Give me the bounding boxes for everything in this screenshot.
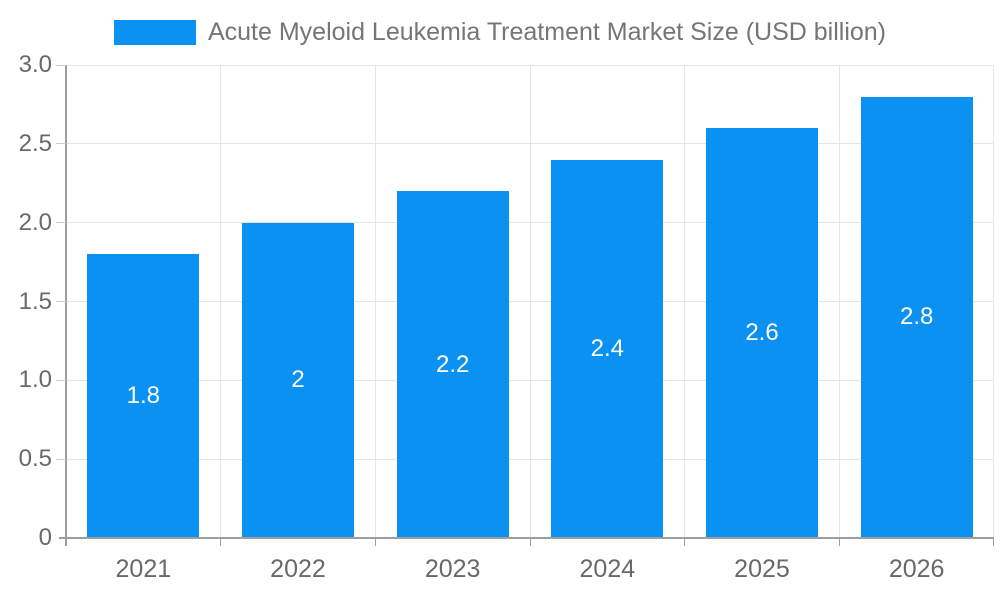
v-gridline	[684, 65, 686, 538]
y-axis-label-1.0: 1.0	[18, 366, 52, 394]
v-gridline	[838, 65, 840, 538]
y-axis-label-3.0: 3.0	[18, 51, 52, 78]
y-tick	[56, 379, 66, 381]
v-gridline	[992, 65, 994, 538]
y-tick	[56, 301, 66, 302]
x-tick	[374, 538, 376, 546]
x-tick	[529, 538, 531, 546]
bar-value-label: 1.8	[126, 382, 161, 410]
y-tick	[56, 64, 66, 66]
y-axis-label-2.0: 2.0	[18, 208, 52, 236]
axis-layer	[56, 64, 994, 546]
bar-2026[interactable]: 2.8	[860, 96, 973, 538]
grid-layer	[66, 64, 994, 538]
bar-2024[interactable]: 2.4	[551, 159, 664, 538]
bar-value-label: 2	[291, 366, 305, 394]
x-axis-label-2023: 2023	[424, 555, 481, 583]
bar-value-label: 2.4	[590, 334, 625, 362]
v-gridline	[220, 65, 222, 538]
x-tick	[684, 538, 686, 546]
x-tick	[993, 538, 994, 546]
legend-swatch	[113, 20, 196, 45]
y-axis-label-1.5: 1.5	[18, 287, 52, 315]
legend-label: Acute Myeloid Leukemia Treatment Market …	[207, 18, 887, 46]
x-axis-label-2025: 2025	[734, 555, 790, 583]
y-tick	[56, 222, 66, 224]
legend[interactable]: Acute Myeloid Leukemia Treatment Market …	[0, 19, 1000, 46]
v-gridline	[374, 65, 376, 538]
x-axis-label-2021: 2021	[115, 555, 172, 583]
x-axis-label-2024: 2024	[579, 555, 636, 583]
x-tick	[220, 538, 222, 546]
axis-label-layer: 0 0.5 1.0 1.5 2.0 2.5 3.0 2021 2022 2023 2024 2025 2…	[19, 52, 994, 583]
bar-2023[interactable]: 2.2	[396, 191, 509, 538]
y-axis-label-0.5: 0.5	[18, 445, 52, 473]
y-tick	[56, 458, 66, 460]
y-axis-line	[65, 65, 67, 546]
x-tick	[65, 538, 67, 546]
y-axis-label-2.5: 2.5	[18, 129, 52, 157]
bar-2022[interactable]: 2	[242, 222, 354, 538]
bar-value-label: 2.2	[435, 350, 470, 378]
bar-layer: 1.8 2 2.2 2.4 2.6 2.8	[66, 65, 994, 538]
v-gridline	[529, 65, 531, 538]
x-tick	[838, 538, 840, 546]
bar-value-label: 2.8	[899, 303, 934, 331]
y-tick	[56, 143, 66, 145]
x-axis-line	[59, 536, 994, 539]
bar-2025[interactable]: 2.6	[706, 128, 818, 538]
bar-value-label: 2.6	[745, 319, 779, 347]
plot-area: 1.8 2 2.2 2.4 2.6 2.8 0 0.5 1.0 1.5 2.0 2.5 3.0 2021…	[19, 52, 994, 583]
x-axis-label-2026: 2026	[888, 555, 945, 583]
bar-2021[interactable]: 1.8	[87, 254, 200, 538]
y-axis-label-0: 0	[38, 524, 52, 551]
x-axis-label-2022: 2022	[270, 555, 326, 583]
